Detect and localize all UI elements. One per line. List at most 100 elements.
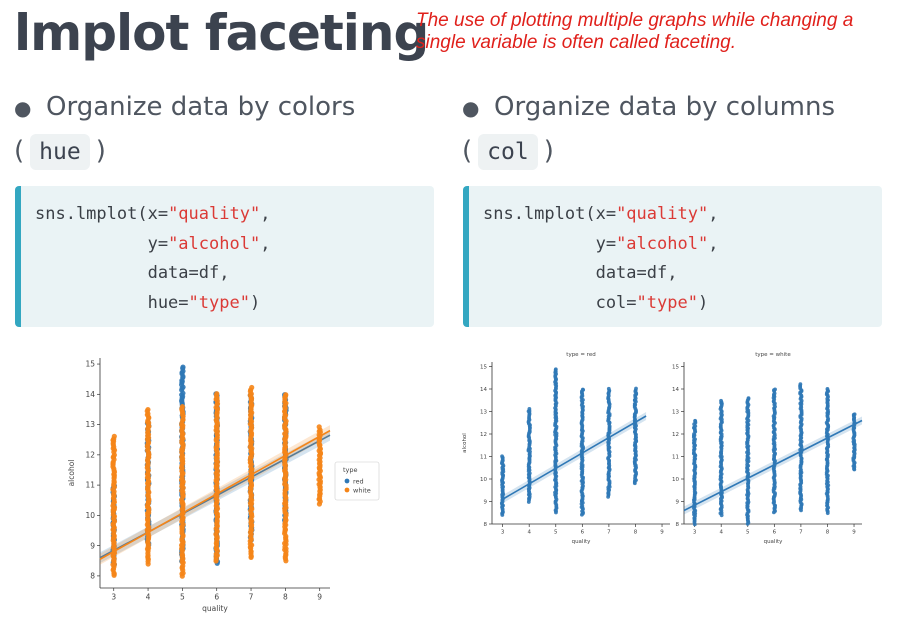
x-tick-label: 5 [746, 530, 750, 536]
y-tick-label: 15 [672, 364, 679, 370]
legend-title: type [343, 466, 358, 474]
x-tick-label: 6 [214, 593, 219, 602]
bullet-dot-icon: ● [462, 96, 480, 120]
chart-hue: 3 4 5 6 7 8 9 8 9 10 11 12 13 14 15 quality alcohol type r… [67, 358, 380, 613]
data-point [316, 424, 322, 430]
chart-col-white: 3 4 5 6 7 8 9 8 9 10 11 12 13 14 15 quality type = white [672, 352, 863, 545]
y-tick-label: 15 [85, 360, 95, 369]
regression-line [683, 419, 863, 512]
legend-entry: white [353, 487, 371, 495]
paren-open: ( [462, 136, 473, 166]
code-line: hue="type") [35, 292, 261, 313]
legend-marker [344, 478, 350, 484]
data-point [852, 412, 857, 417]
code-line: y="alcohol", [35, 233, 271, 254]
data-point [606, 386, 611, 391]
x-tick-label: 4 [146, 593, 151, 602]
y-tick-label: 14 [672, 387, 679, 393]
data-point [527, 407, 532, 411]
x-tick-label: 5 [554, 530, 558, 536]
y-axis-label: alcohol [67, 460, 76, 487]
page-title: lmplot faceting [14, 4, 429, 62]
y-tick-label: 9 [90, 541, 95, 550]
y-tick-label: 10 [85, 511, 95, 520]
code-line: sns.lmplot(x="quality", [35, 204, 271, 224]
y-tick-label: 12 [672, 432, 679, 438]
x-tick-label: 7 [607, 530, 611, 536]
y-tick-label: 11 [672, 454, 679, 460]
chart-col-red: 3 4 5 6 7 8 9 8 9 10 11 12 13 14 15 quality alcohol type … [462, 352, 670, 545]
y-tick-label: 14 [85, 390, 95, 399]
x-tick-label: 3 [111, 593, 116, 602]
data-point [693, 418, 697, 423]
y-tick-label: 9 [484, 499, 488, 505]
x-tick-label: 3 [501, 530, 505, 536]
x-tick-label: 9 [317, 593, 322, 602]
data-point [825, 387, 830, 391]
y-tick-label: 14 [480, 387, 487, 393]
x-tick-label: 5 [180, 593, 185, 602]
col-inline-code: col [478, 134, 538, 170]
x-tick-label: 6 [581, 530, 585, 536]
data-point [180, 364, 186, 370]
y-tick-label: 13 [480, 409, 487, 415]
code-line: y="alcohol", [483, 233, 719, 254]
x-tick-label: 8 [283, 593, 288, 602]
y-tick-label: 8 [90, 572, 95, 581]
x-tick-label: 8 [634, 530, 638, 536]
bullet-dot-icon: ● [14, 96, 32, 120]
bullet-columns-text: Organize data by columns [494, 92, 835, 122]
col-param: (col) [462, 134, 554, 170]
x-tick-label: 9 [660, 530, 664, 536]
code-line: data=df, [35, 263, 230, 283]
code-line: data=df, [483, 263, 678, 283]
y-tick-label: 10 [672, 477, 679, 483]
bullet-columns: ● Organize data by columns [462, 90, 835, 125]
paren-close: ) [543, 136, 554, 166]
y-tick-label: 12 [85, 450, 95, 459]
data-point [773, 387, 777, 392]
code-line: sns.lmplot(x="quality", [483, 204, 719, 224]
y-tick-label: 13 [672, 409, 679, 415]
hue-param: (hue) [14, 134, 106, 170]
series-white [99, 384, 331, 579]
x-tick-label: 7 [799, 530, 803, 536]
chart-title: type = white [755, 352, 791, 358]
x-axis-label: quality [202, 604, 228, 613]
y-tick-label: 12 [480, 432, 487, 438]
code-line: col="type") [483, 292, 709, 313]
regression-line [99, 429, 331, 560]
paren-close: ) [95, 136, 106, 166]
data-point [500, 454, 504, 459]
y-tick-label: 15 [480, 364, 487, 370]
y-tick-label: 11 [85, 481, 95, 490]
y-tick-label: 9 [676, 499, 680, 505]
data-point [746, 396, 751, 401]
y-tick-label: 13 [85, 420, 95, 429]
x-tick-label: 6 [773, 530, 777, 536]
y-tick-label: 10 [480, 477, 487, 483]
x-tick-label: 9 [852, 530, 856, 536]
data-point [249, 384, 255, 391]
x-axis-label: quality [572, 539, 592, 545]
data-point [634, 386, 638, 391]
data-point [719, 398, 723, 403]
y-tick-label: 11 [480, 454, 487, 460]
legend-marker [344, 487, 350, 493]
data-point [179, 404, 186, 410]
chart-title: type = red [566, 352, 595, 358]
data-point [111, 433, 117, 439]
hue-inline-code: hue [30, 134, 90, 170]
data-point [553, 367, 558, 372]
y-tick-label: 8 [676, 522, 680, 528]
data-point [283, 392, 289, 398]
y-axis-label: alcohol [462, 433, 468, 453]
y-tick-label: 8 [484, 522, 488, 528]
paren-open: ( [14, 136, 25, 166]
code-block-col: sns.lmplot(x="quality", y="alcohol", dat… [463, 186, 882, 327]
x-tick-label: 8 [826, 530, 830, 536]
faceting-note: The use of plotting multiple graphs whil… [416, 10, 854, 53]
regression-line [502, 415, 647, 500]
